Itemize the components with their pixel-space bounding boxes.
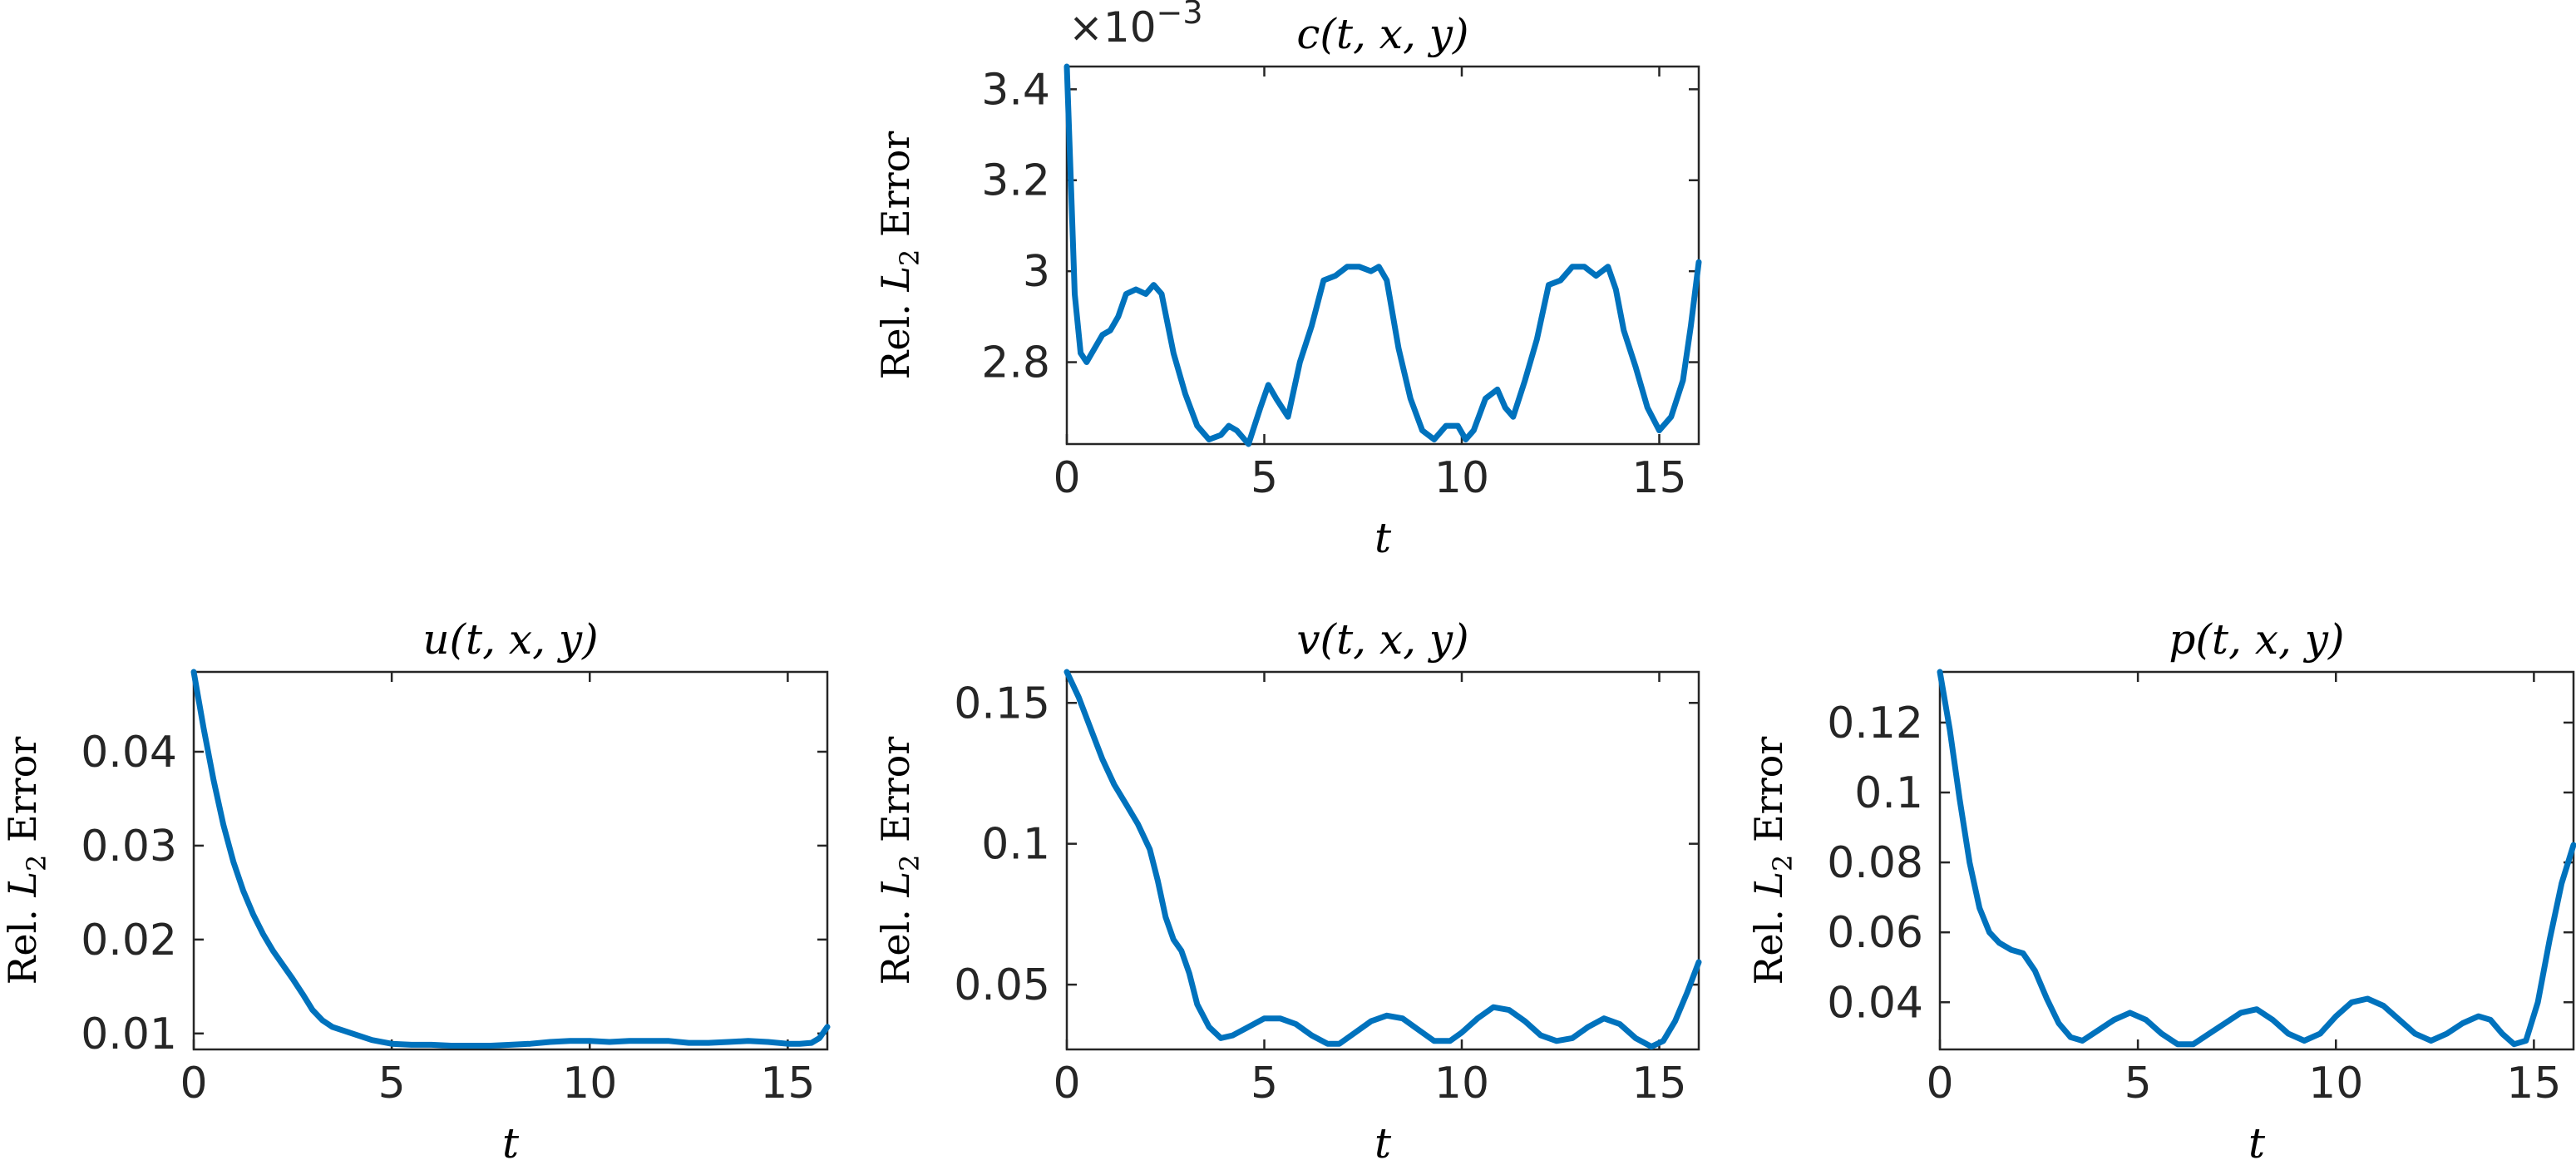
y-tick-label: 0.06 xyxy=(1827,908,1923,958)
y-axis-label: Rel. L2 Error xyxy=(873,737,925,985)
x-tick-label: 10 xyxy=(1434,453,1489,503)
plot-frame-u xyxy=(192,670,829,1051)
plot-frame-v xyxy=(1065,670,1700,1051)
x-tick-label: 15 xyxy=(1631,1059,1686,1108)
series-line-p xyxy=(1937,669,2576,1048)
y-tick-label: 2.8 xyxy=(981,338,1050,388)
y-exponent-label: ×10−3 xyxy=(1068,0,1203,52)
x-tick-label: 10 xyxy=(562,1059,617,1108)
chart-u: 0 5 10 15 0.01 0.02 0.03 0.04 u(t, x, y) t Rel. L2… xyxy=(0,615,831,1168)
x-axis-label: t xyxy=(1374,1119,1392,1168)
y-tick-label: 0.08 xyxy=(1827,838,1923,888)
x-tick-label: 0 xyxy=(180,1059,207,1108)
chart-c: 0 5 10 15 2.8 3 3.2 3.4 c(t, x, y) t Rel. L2 Error… xyxy=(873,0,1702,562)
x-axis-label: t xyxy=(1374,514,1392,562)
x-tick-label: 5 xyxy=(378,1059,406,1108)
series-line-u xyxy=(190,669,831,1049)
y-tick-label: 0.04 xyxy=(81,728,177,778)
y-tick-label: 0.04 xyxy=(1827,978,1923,1028)
y-axis-label: Rel. L2 Error xyxy=(873,131,925,380)
y-tick-label: 3.2 xyxy=(981,156,1050,206)
chart-v: 0 5 10 15 0.05 0.1 0.15 v(t, x, y) t Rel. L2 Erro… xyxy=(873,615,1702,1168)
chart-title: c(t, x, y) xyxy=(1296,10,1468,58)
x-tick-label: 15 xyxy=(2506,1059,2561,1108)
x-tick-label: 0 xyxy=(1053,453,1080,503)
series-line-v xyxy=(1063,669,1702,1050)
y-axis-label: Rel. L2 Error xyxy=(0,737,52,985)
chart-p: 0 5 10 15 0.04 0.06 0.08 0.1 0.12 p(t, x, y) t Rel.… xyxy=(1746,615,2576,1168)
y-tick-label: 0.03 xyxy=(81,822,177,871)
y-tick-label: 3.4 xyxy=(981,65,1050,115)
x-axis-label: t xyxy=(2248,1119,2266,1168)
plot-frame-p xyxy=(1938,670,2575,1051)
x-tick-label: 5 xyxy=(2124,1059,2152,1108)
y-tick-label: 0.15 xyxy=(954,679,1050,728)
chart-title: p(t, x, y) xyxy=(2169,615,2344,664)
x-tick-label: 15 xyxy=(1631,453,1686,503)
y-axis-label: Rel. L2 Error xyxy=(1746,737,1799,985)
x-tick-label: 10 xyxy=(2308,1059,2363,1108)
x-tick-label: 10 xyxy=(1434,1059,1489,1108)
chart-title: v(t, x, y) xyxy=(1296,615,1468,664)
y-tick-label: 0.02 xyxy=(81,916,177,965)
x-tick-label: 0 xyxy=(1926,1059,1953,1108)
x-axis-label: t xyxy=(502,1119,520,1168)
x-tick-label: 5 xyxy=(1251,453,1278,503)
x-tick-label: 15 xyxy=(760,1059,815,1108)
y-tick-label: 0.1 xyxy=(1854,768,1923,818)
y-tick-label: 0.12 xyxy=(1827,699,1923,748)
x-tick-label: 5 xyxy=(1251,1059,1278,1108)
y-tick-label: 0.01 xyxy=(81,1010,177,1059)
y-tick-label: 3 xyxy=(1023,247,1050,297)
y-tick-label: 0.1 xyxy=(981,820,1050,870)
chart-title: u(t, x, y) xyxy=(422,615,598,664)
y-tick-label: 0.05 xyxy=(954,960,1050,1010)
x-tick-label: 0 xyxy=(1053,1059,1080,1108)
series-line-c xyxy=(1063,63,1702,447)
plot-frame-c xyxy=(1065,65,1700,446)
